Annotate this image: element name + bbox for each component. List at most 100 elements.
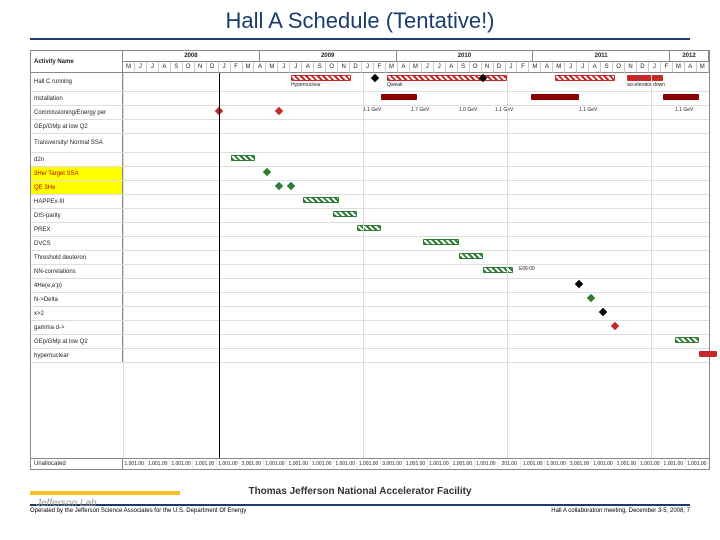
milestone-diamond (599, 308, 607, 316)
gridline (507, 73, 508, 458)
row-lane: 1.1 GeV1.7 GeV1.0 GeV1.1 GeV1.1 GeV1.1 G… (123, 106, 709, 119)
gridline (363, 73, 364, 458)
row-note: 1.1 GeV (495, 107, 513, 113)
gantt-bar (291, 75, 351, 81)
row-label: GEp/GMp at low Q2 (31, 120, 123, 133)
row-lane (123, 181, 709, 194)
gantt-bar (663, 94, 699, 100)
gantt-row: NN-correlations E06:00 (31, 265, 709, 279)
gantt-bar (555, 75, 615, 81)
gantt-row: x>2 (31, 307, 709, 321)
gantt-row: Hall C runningHypernuclearQweakaccelerat… (31, 73, 709, 92)
row-lane (123, 349, 709, 362)
footer-cell: 1,001.00 (357, 459, 380, 469)
month-header: D (207, 62, 219, 73)
row-lane (123, 307, 709, 320)
footer-cell: 1,001.00 (592, 459, 615, 469)
footer-cell: 1,001.00 (475, 459, 498, 469)
lab-logo: Jefferson Lab (36, 498, 136, 520)
month-header: J (219, 62, 231, 73)
milestone-diamond (587, 294, 595, 302)
row-label: 3He/ Target SSA (31, 167, 123, 180)
row-note: 1.0 GeV (459, 107, 477, 113)
month-header: M (410, 62, 422, 73)
gantt-row: hypernuclear (31, 349, 709, 363)
row-lane (123, 92, 709, 105)
footer-cell: 1,001.00 (615, 459, 638, 469)
today-line (219, 73, 220, 458)
month-header: O (183, 62, 195, 73)
bar-note: accelerator down (627, 82, 665, 88)
gantt-row: Commissioning/Energy per1.1 GeV1.7 GeV1.… (31, 106, 709, 120)
row-lane (123, 321, 709, 334)
row-label: PREX (31, 223, 123, 236)
month-header: M (266, 62, 278, 73)
milestone-diamond (371, 74, 379, 82)
footer-row: Unallocated 1,001.001,001.001,001.001,00… (31, 458, 709, 469)
row-lane (123, 120, 709, 133)
row-lane: E06:00 (123, 265, 709, 278)
footer-cell: 1,001.00 (311, 459, 334, 469)
gantt-chart: Activity Name 20082009201020112012 MJJAS… (30, 50, 710, 470)
year-header: 2008 (123, 51, 260, 62)
header-years: 20082009201020112012 (123, 51, 709, 62)
footer-cell: 1,001.00 (264, 459, 287, 469)
gantt-bar (387, 75, 507, 81)
row-label: QE 3He (31, 181, 123, 194)
month-header: A (159, 62, 171, 73)
row-note: E06:00 (519, 266, 535, 272)
year-header: 2009 (260, 51, 397, 62)
gantt-bar (459, 253, 483, 259)
month-header: D (637, 62, 649, 73)
page-footer: Thomas Jefferson National Accelerator Fa… (0, 480, 720, 540)
row-label: Hall C running (31, 73, 123, 91)
footer-cell: 1,001.00 (334, 459, 357, 469)
month-header: M (123, 62, 135, 73)
month-header: J (649, 62, 661, 73)
footer-cell: 1,001.00 (123, 459, 146, 469)
gantt-row: Transversity/ Normal SSA (31, 134, 709, 153)
month-header: O (613, 62, 625, 73)
gantt-row: N->Delta (31, 293, 709, 307)
header-months: MJJASONDJFMAMJJASONDJFMAMJJASONDJFMAMJJA… (123, 62, 709, 73)
row-lane (123, 279, 709, 292)
row-lane (123, 134, 709, 152)
month-header: J (362, 62, 374, 73)
row-label: GEp/GMp at low Q2 (31, 335, 123, 348)
gantt-bar (531, 94, 579, 100)
month-header: J (434, 62, 446, 73)
row-note: 1.1 GeV (675, 107, 693, 113)
row-label: 4He(e,e'p) (31, 279, 123, 292)
month-header: M (386, 62, 398, 73)
row-label: NN-correlations (31, 265, 123, 278)
gantt-bar (423, 239, 459, 245)
gantt-row: Threshold deuteron (31, 251, 709, 265)
bar-note: Hypernuclear (291, 82, 321, 88)
footer-meeting: Hall A collaboration meeting, December 3… (551, 508, 690, 514)
row-lane (123, 251, 709, 264)
row-label: x>2 (31, 307, 123, 320)
gridline (651, 73, 652, 458)
month-header: M (553, 62, 565, 73)
row-label: d2n (31, 153, 123, 166)
gantt-bar (483, 267, 513, 273)
row-label: HAPPEx-III (31, 195, 123, 208)
footer-cell: 1,001.00 (451, 459, 474, 469)
gantt-row: HAPPEx-III (31, 195, 709, 209)
footer-cell: 1,001.00 (428, 459, 451, 469)
header-activity: Activity Name (31, 51, 123, 73)
month-header: A (589, 62, 601, 73)
gantt-row: Installation (31, 92, 709, 106)
footer-cell: 3,001.00 (381, 459, 404, 469)
month-header: J (565, 62, 577, 73)
footer-cell: 3,001.00 (568, 459, 591, 469)
month-header: O (326, 62, 338, 73)
month-header: S (314, 62, 326, 73)
year-header: 2012 (670, 51, 709, 62)
month-header: A (446, 62, 458, 73)
gantt-bar (303, 197, 339, 203)
month-header: J (506, 62, 518, 73)
month-header: N (338, 62, 350, 73)
milestone-diamond (287, 182, 295, 190)
footer-cell: 1,001.00 (404, 459, 427, 469)
